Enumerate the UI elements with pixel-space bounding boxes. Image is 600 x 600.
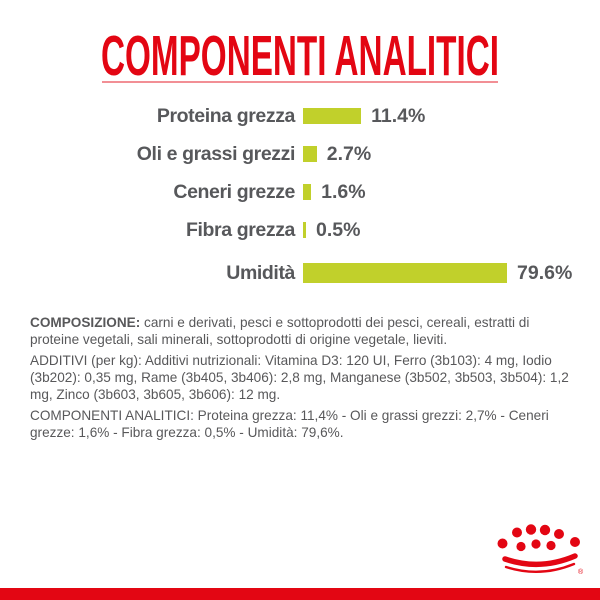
composition-lead: COMPOSIZIONE: — [30, 315, 141, 330]
chart-category-label: Proteina grezza — [156, 104, 296, 127]
composition-paragraph: COMPOSIZIONE: carni e derivati, pesci e … — [30, 314, 570, 348]
chart-bar — [303, 184, 312, 200]
chart-row: Proteina grezza 11.4% — [25, 97, 572, 135]
page-title: COMPONENTI ANALITICI — [101, 24, 499, 88]
title-underline — [102, 81, 498, 83]
chart-value-label: 1.6% — [321, 180, 366, 203]
chart-bar — [303, 108, 362, 124]
chart-category-label: Ceneri grezze — [173, 180, 295, 203]
chart-bar — [303, 263, 507, 283]
chart-value-label: 2.7% — [326, 142, 372, 165]
registered-mark: ® — [578, 568, 584, 576]
bottom-brand-bar — [0, 588, 600, 600]
additives-paragraph: ADDITIVI (per kg): Additivi nutrizionali… — [30, 353, 569, 402]
legal-text-block: COMPOSIZIONE: carni e derivati, pesci e … — [30, 314, 570, 445]
royal-canin-crown-icon: ® — [497, 524, 584, 576]
chart-row: Oli e grassi grezzi 2.7% — [25, 135, 572, 173]
chart-row: Ceneri grezze 1.6% — [25, 173, 572, 211]
chart-bar — [303, 146, 317, 162]
analytical-paragraph: COMPONENTI ANALITICI: Proteina grezza: 1… — [30, 408, 549, 440]
chart-category-label: Fibra grezza — [186, 218, 295, 241]
chart-bar — [303, 222, 306, 238]
chart-value-label: 79.6% — [517, 261, 573, 284]
chart-row: Fibra grezza 0.5% — [25, 211, 572, 249]
bar-chart: Proteina grezza 11.4% Oli e grassi grezzi 2… — [25, 97, 573, 292]
page-title-canvas: COMPONENTI ANALITICI — [101, 24, 499, 88]
chart-value-label: 11.4% — [371, 104, 426, 127]
chart-category-label: Oli e grassi grezzi — [136, 142, 296, 165]
chart-value-label: 0.5% — [316, 218, 361, 241]
chart-row: Umidità 79.6% — [25, 254, 572, 292]
composition-body: carni e derivati, pesci e sottoprodotti … — [30, 315, 530, 347]
chart-category-label: Umidità — [226, 261, 295, 284]
